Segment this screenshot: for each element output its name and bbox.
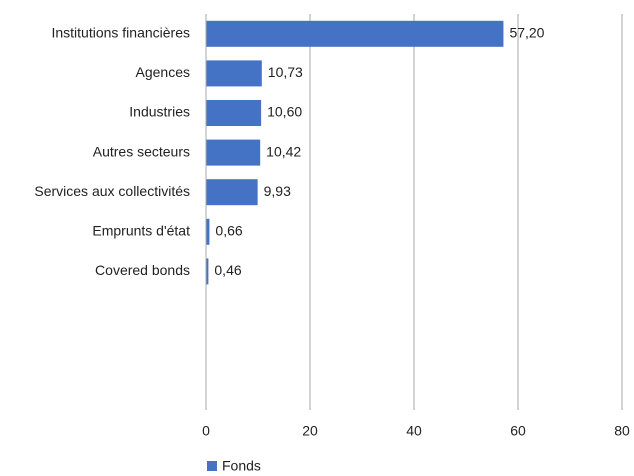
legend-swatch bbox=[207, 461, 217, 471]
bar bbox=[206, 100, 262, 126]
data-label: 10,60 bbox=[267, 104, 302, 120]
data-label: 10,73 bbox=[268, 64, 303, 80]
data-label: 0,46 bbox=[214, 262, 241, 278]
x-tick-label: 80 bbox=[614, 423, 630, 439]
legend-label: Fonds bbox=[222, 458, 261, 474]
x-tick-label: 40 bbox=[406, 423, 422, 439]
x-tick-label: 20 bbox=[302, 423, 318, 439]
y-tick-label: Services aux collectivités bbox=[34, 183, 190, 199]
y-tick-label: Agences bbox=[136, 64, 190, 80]
bar bbox=[206, 179, 258, 206]
bar bbox=[206, 139, 261, 166]
y-tick-label: Autres secteurs bbox=[93, 143, 190, 159]
y-tick-label: Covered bonds bbox=[95, 262, 190, 278]
data-label: 9,93 bbox=[264, 183, 291, 199]
y-tick-label: Industries bbox=[129, 104, 190, 120]
bar bbox=[206, 218, 210, 245]
x-tick-label: 60 bbox=[510, 423, 526, 439]
y-tick-label: Emprunts d'état bbox=[92, 223, 190, 239]
bar bbox=[206, 60, 262, 87]
data-label: 10,42 bbox=[266, 143, 301, 159]
bar bbox=[206, 258, 209, 285]
bar bbox=[206, 20, 504, 47]
data-label: 0,66 bbox=[215, 223, 242, 239]
y-tick-label: Institutions financières bbox=[51, 25, 190, 41]
x-tick-label: 0 bbox=[202, 423, 210, 439]
data-label: 57,20 bbox=[509, 25, 544, 41]
